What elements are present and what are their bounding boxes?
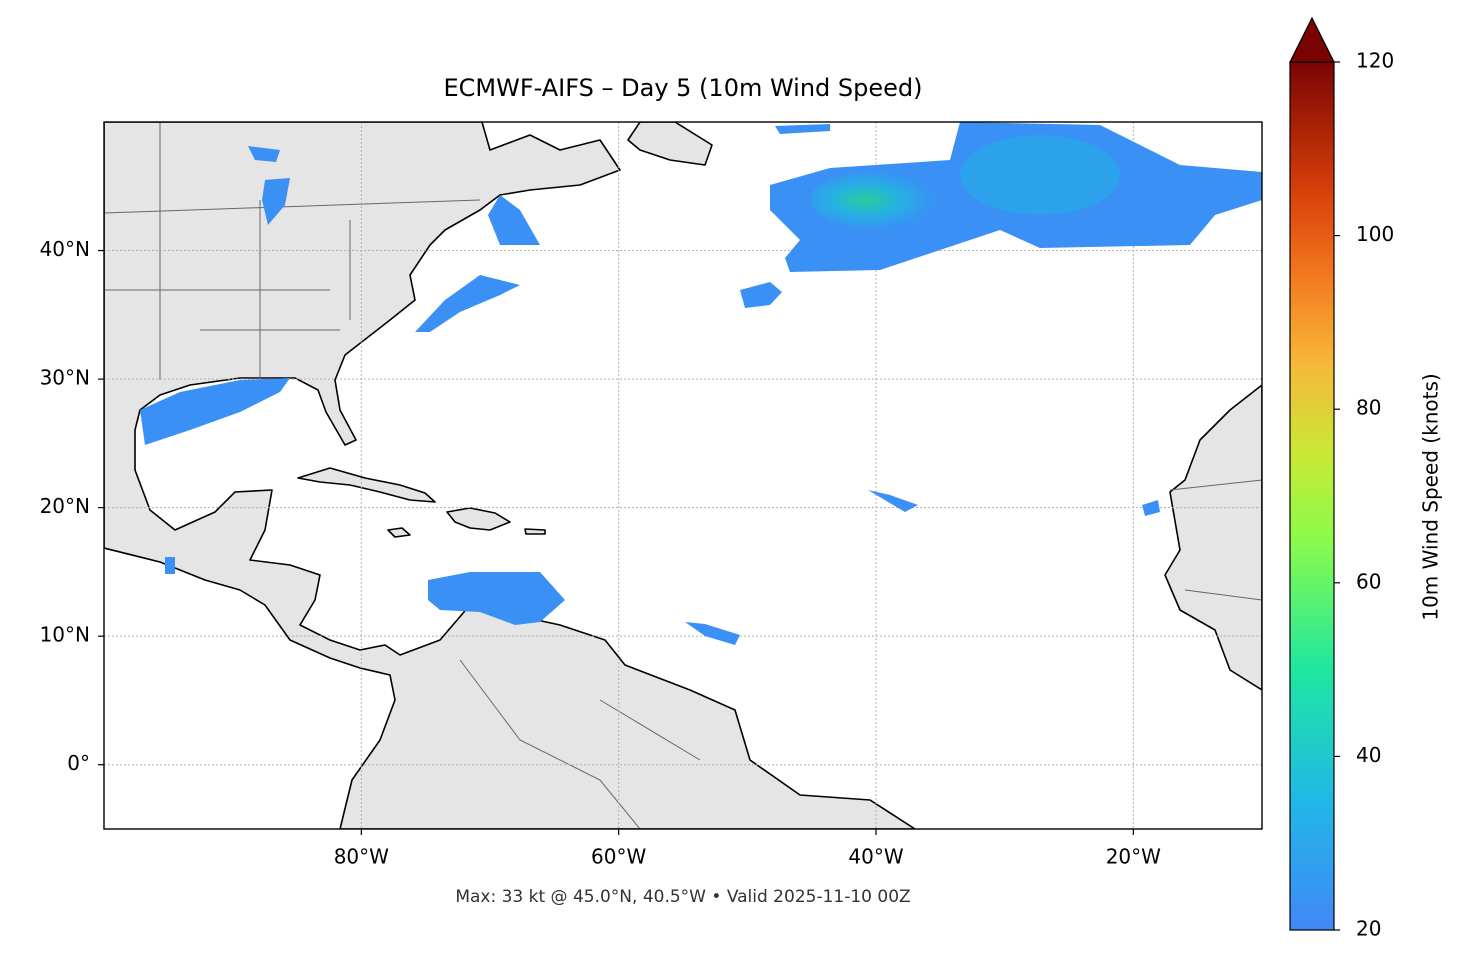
colorbar-extension bbox=[1289, 16, 1335, 63]
x-tick-label: 20°W bbox=[1106, 845, 1161, 869]
colorbar-tick-label: 20 bbox=[1356, 917, 1381, 941]
y-tick-label: 30°N bbox=[40, 366, 90, 390]
colorbar-tick-label: 120 bbox=[1356, 49, 1394, 73]
y-tick-label: 10°N bbox=[40, 623, 90, 647]
footer-note: Max: 33 kt @ 45.0°N, 40.5°W • Valid 2025… bbox=[455, 887, 910, 907]
y-tick-label: 20°N bbox=[40, 494, 90, 518]
colorbar-tick-label: 60 bbox=[1356, 569, 1381, 593]
map-frame bbox=[103, 121, 1263, 830]
colorbar-tick-label: 80 bbox=[1356, 396, 1381, 420]
y-tick-label: 0° bbox=[67, 751, 90, 775]
colorbar-tick-label: 40 bbox=[1356, 743, 1381, 767]
wind-field bbox=[140, 122, 1262, 645]
cuba bbox=[297, 467, 436, 503]
hispaniola bbox=[446, 507, 511, 531]
newfoundland bbox=[627, 122, 713, 166]
chart-title: ECMWF-AIFS – Day 5 (10m Wind Speed) bbox=[443, 74, 922, 102]
colorbar-tick-label: 100 bbox=[1356, 222, 1394, 246]
colorbar-label: 10m Wind Speed (knots) bbox=[1419, 373, 1443, 620]
x-tick-label: 40°W bbox=[848, 845, 903, 869]
puerto-rico bbox=[524, 528, 546, 535]
map bbox=[104, 122, 1262, 829]
x-tick-label: 80°W bbox=[334, 845, 389, 869]
x-tick-label: 60°W bbox=[591, 845, 646, 869]
y-tick-label: 40°N bbox=[40, 237, 90, 261]
jamaica bbox=[387, 527, 411, 538]
africa bbox=[1164, 384, 1262, 691]
colorbar bbox=[1289, 61, 1335, 931]
